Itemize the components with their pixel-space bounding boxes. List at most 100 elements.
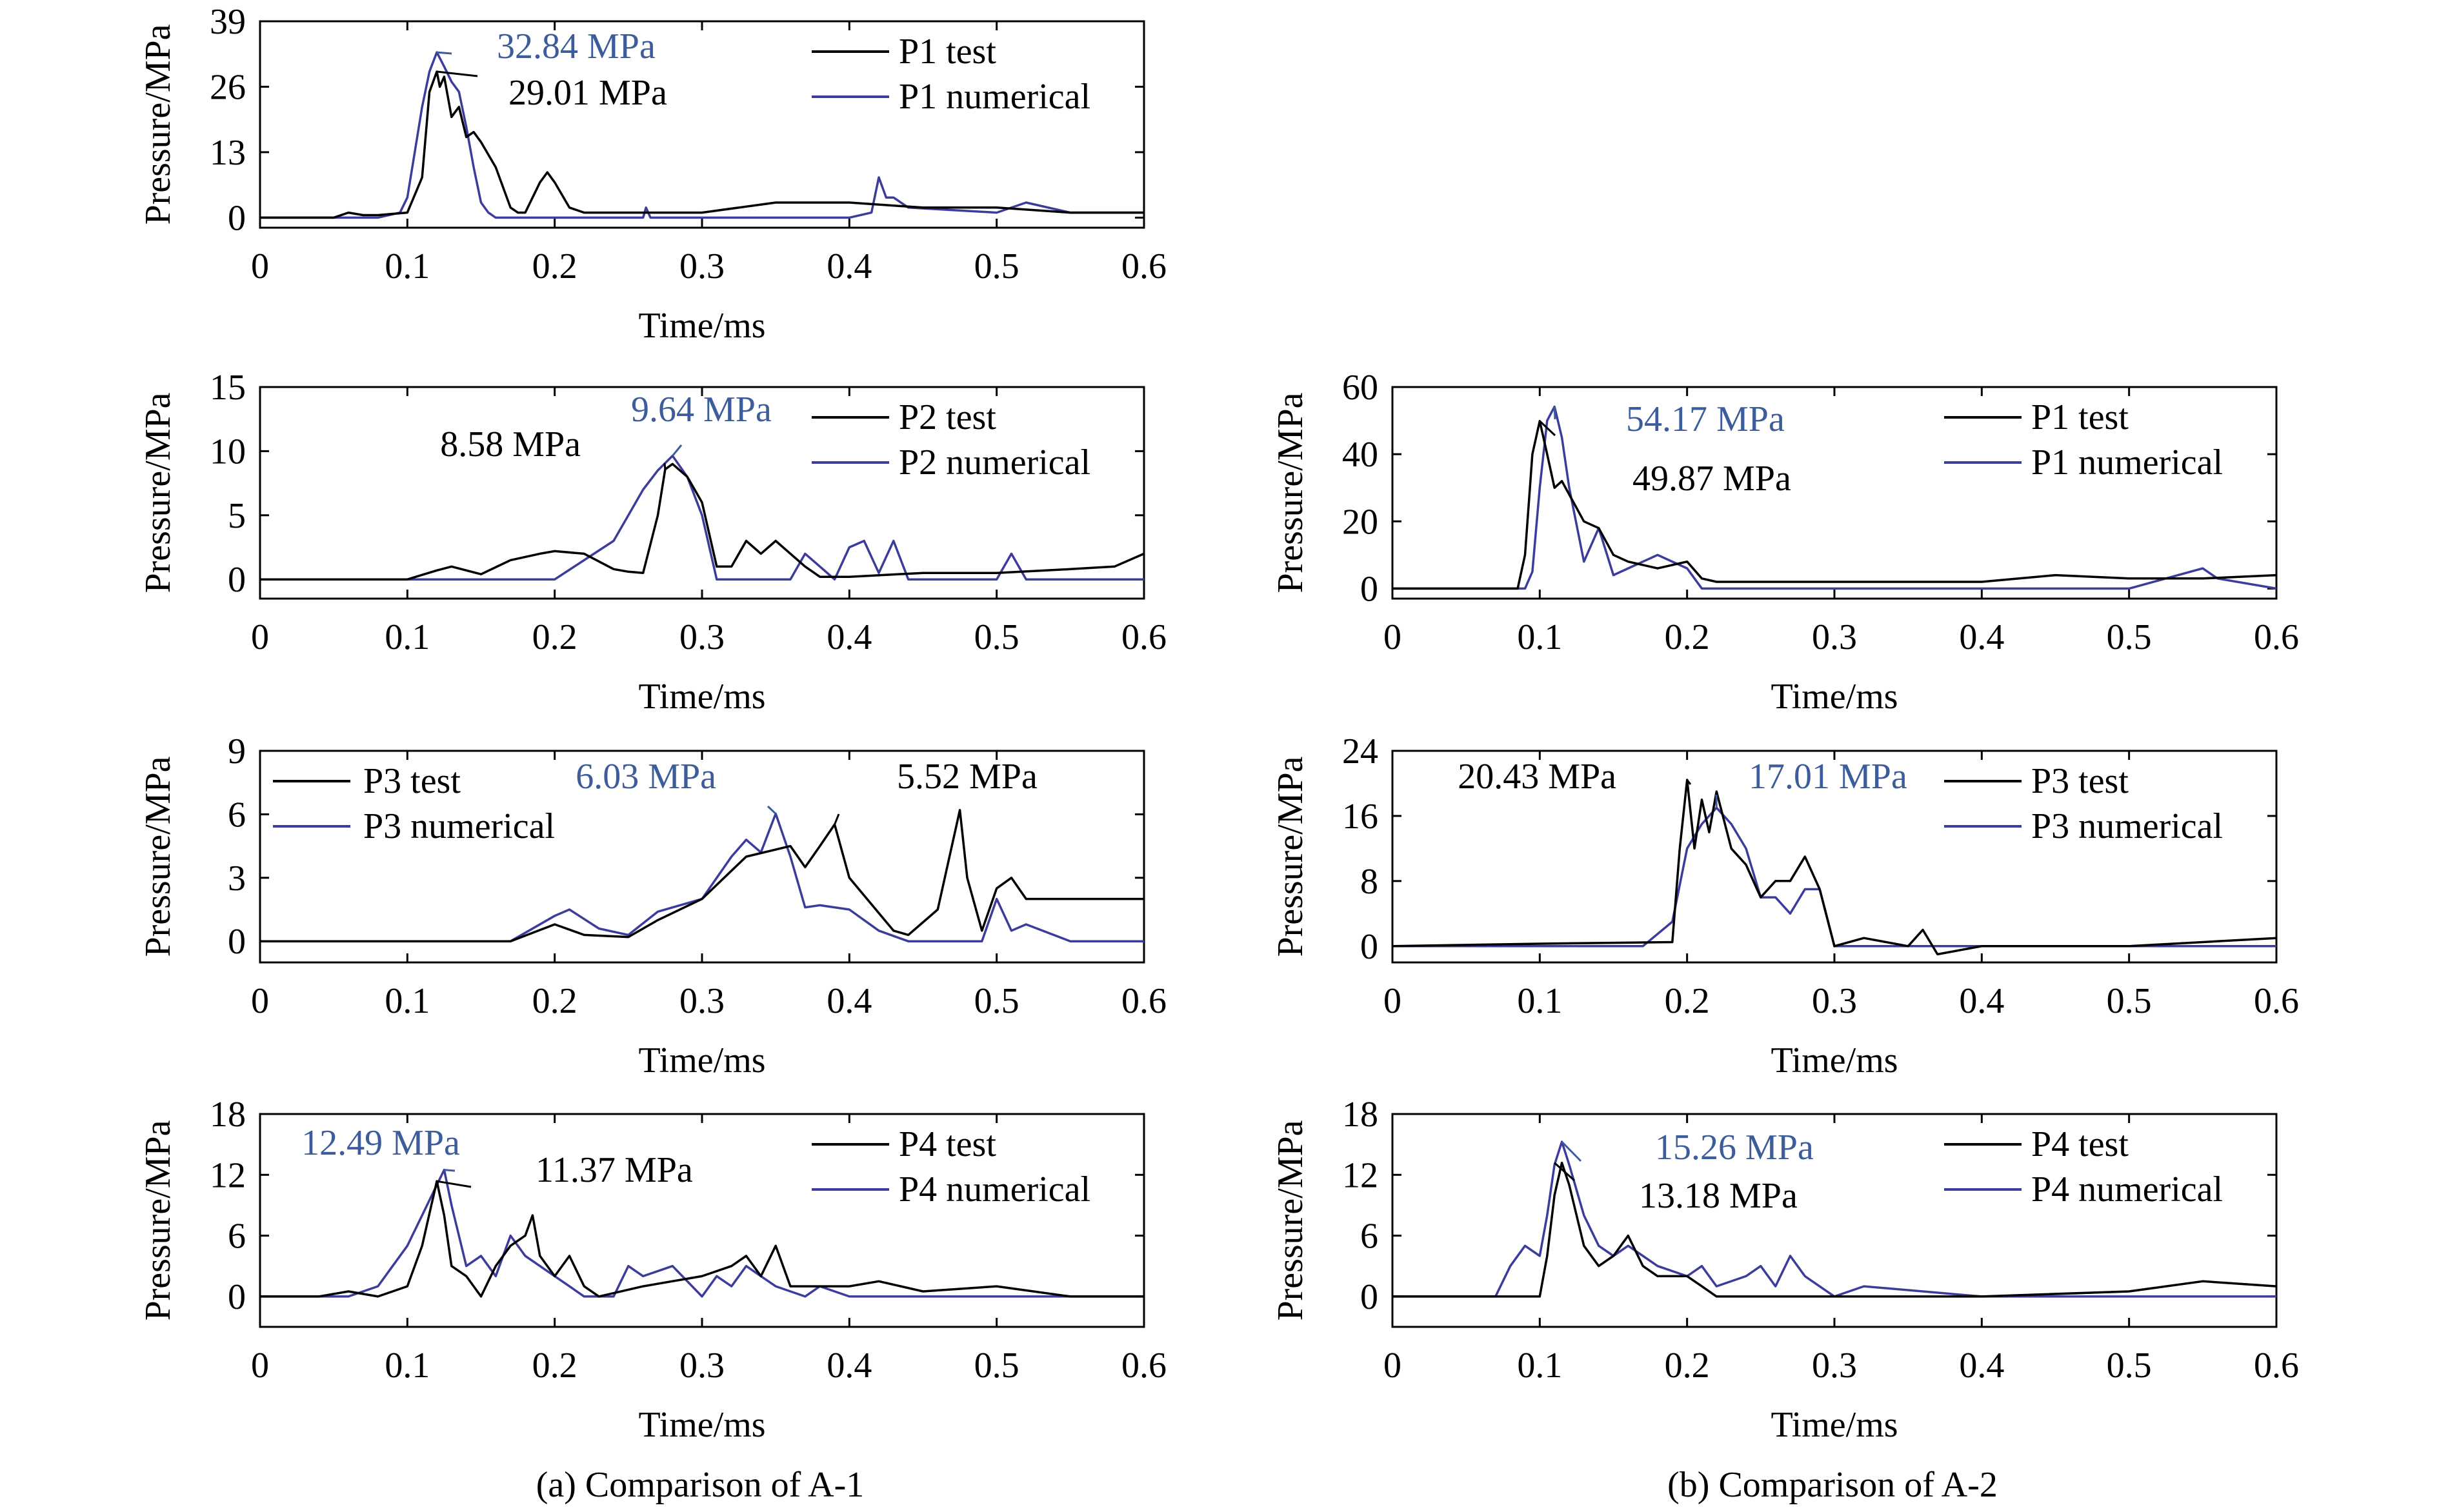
x-axis-label: Time/ms [638,306,765,346]
x-tick-label: 0.4 [827,1346,872,1386]
legend-entry: P1 numerical [2031,443,2223,482]
y-tick-label: 3 [228,859,246,899]
series-line-test [1392,1161,2277,1298]
series-line-test [1392,779,2277,956]
x-tick-label: 0.2 [1665,981,1710,1021]
legend-entry: P4 test [899,1124,996,1164]
series-line-test [260,1180,1144,1298]
x-tick-label: 0 [1383,981,1401,1021]
series-line-test [260,809,1144,942]
peak-annotation: 8.58 MPa [440,424,581,464]
caption-b: (b) Comparison of A-2 [1667,1465,1998,1505]
x-tick-label: 0.1 [1517,1346,1562,1386]
legend-entry: P1 test [2031,397,2129,437]
chart-panel-a2-p3: 0 0.1 0.2 0.3 0.4 0.5 0.6 0 8 16 24 Time/ms Pressure… [1270,731,2299,1080]
peak-annotation: 17.01 MPa [1749,757,1907,797]
x-tick-label: 0.1 [385,617,430,657]
x-tick-label: 0.4 [827,617,872,657]
x-axis-label: Time/ms [638,1040,765,1080]
annotation-leader [1539,420,1556,437]
x-tick-label: 0 [251,981,269,1021]
x-tick-label: 0.4 [1959,617,2004,657]
x-tick-label: 0.4 [1959,1346,2004,1386]
peak-annotation: 29.01 MPa [508,73,667,113]
annotation-leader [767,805,777,815]
legend-entry: P2 numerical [899,443,1090,482]
y-tick-label: 0 [228,560,246,600]
x-tick-label: 0.2 [532,1346,577,1386]
annotation-leader [1686,779,1692,785]
y-tick-label: 60 [1342,368,1378,408]
chart-panel-a2-p1: 0 0.1 0.2 0.3 0.4 0.5 0.6 0 20 40 60 Time/ms Pressur… [1270,368,2299,717]
x-tick-label: 0.3 [679,246,725,286]
y-tick-label: 8 [1360,862,1378,902]
series-line-test [260,70,1144,219]
x-tick-label: 0.1 [385,246,430,286]
y-tick-label: 6 [1360,1217,1378,1257]
y-axis-label: Pressure/MPa [138,392,178,593]
y-tick-label: 0 [228,198,246,238]
y-tick-label: 0 [1360,927,1378,967]
y-tick-label: 9 [228,731,246,771]
legend-entry: P1 numerical [899,77,1090,117]
peak-annotation: 32.84 MPa [497,26,656,66]
y-axis-label: Pressure/MPa [1270,1120,1310,1320]
x-axis-label: Time/ms [638,677,765,717]
peak-annotation: 49.87 MPa [1632,459,1791,499]
peak-annotation: 12.49 MPa [301,1123,460,1163]
y-tick-label: 39 [210,2,246,42]
y-tick-label: 13 [210,133,246,173]
chart-panel-a1-p3: 0 0.1 0.2 0.3 0.4 0.5 0.6 0 3 6 9 Time/ms Pressure/M… [138,731,1167,1080]
x-tick-label: 0.5 [2107,1346,2152,1386]
x-tick-label: 0.6 [2254,1346,2299,1386]
chart-panel-a1-p2: 0 0.1 0.2 0.3 0.4 0.5 0.6 0 5 10 15 Time/ms Pressure… [138,368,1167,717]
x-tick-label: 0 [251,1346,269,1386]
x-tick-label: 0.5 [974,617,1019,657]
peak-annotation: 15.26 MPa [1655,1128,1814,1168]
plot-frame [1391,386,2278,600]
annotation-leader [834,813,840,825]
series-line-numerical [1392,405,2277,590]
y-tick-label: 6 [228,795,246,835]
annotation-leader [436,51,452,55]
plot-frame [1391,1113,2278,1328]
x-tick-label: 0.6 [1121,617,1167,657]
x-axis-label: Time/ms [638,1405,765,1445]
legend-entry: P3 numerical [2031,806,2223,846]
chart-panel-a1-p4: 0 0.1 0.2 0.3 0.4 0.5 0.6 0 6 12 18 Time/ms Pressure… [138,1095,1167,1445]
annotation-leader [1553,406,1556,420]
x-tick-label: 0.5 [2107,981,2152,1021]
peak-annotation: 9.64 MPa [631,390,772,430]
y-tick-label: 5 [228,496,246,536]
x-tick-label: 0.5 [974,1346,1019,1386]
chart-panel-a1-p1: 0 0.1 0.2 0.3 0.4 0.5 0.6 0 13 26 39 Time/ms Pressur… [138,2,1167,346]
y-axis-label: Pressure/MPa [138,24,178,224]
legend-entry: P3 numerical [363,806,555,846]
series-line-test [260,463,1145,581]
x-tick-label: 0.2 [1665,617,1710,657]
annotation-leader [436,70,478,77]
x-tick-label: 0.1 [1517,617,1562,657]
x-tick-label: 0.2 [1665,1346,1710,1386]
x-tick-label: 0.5 [974,246,1019,286]
y-tick-label: 40 [1342,435,1378,475]
y-tick-label: 6 [228,1217,246,1257]
legend-entry: P4 numerical [2031,1169,2223,1209]
series-line-numerical [260,812,1144,942]
x-tick-label: 0.1 [385,1346,430,1386]
plot-frame [259,20,1145,229]
legend-entry: P2 test [899,397,996,437]
y-axis-label: Pressure/MPa [1270,756,1310,957]
series-line-numerical [260,1168,1144,1298]
x-tick-label: 0.6 [1121,246,1167,286]
annotation-leader [444,1169,456,1172]
y-tick-label: 0 [1360,1277,1378,1317]
annotation-leader [436,1180,472,1188]
y-axis-label: Pressure/MPa [138,1120,178,1320]
y-tick-label: 0 [228,922,246,962]
annotation-leader [1561,1141,1582,1162]
peak-annotation: 11.37 MPa [536,1150,693,1190]
legend-entry: P4 numerical [899,1169,1090,1209]
x-tick-label: 0.3 [1812,981,1857,1021]
